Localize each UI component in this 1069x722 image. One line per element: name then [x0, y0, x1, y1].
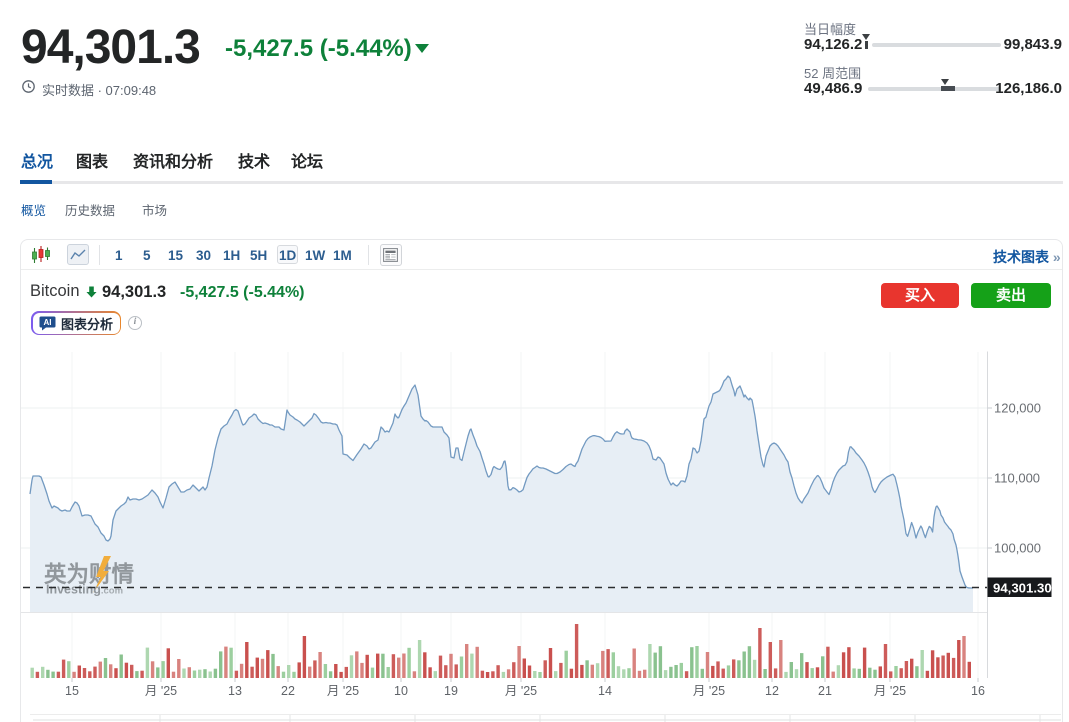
svg-text:14: 14 — [598, 684, 612, 698]
svg-text:120,000: 120,000 — [994, 401, 1041, 416]
svg-text:94,301.30: 94,301.30 — [993, 581, 1052, 596]
svg-text:15: 15 — [65, 684, 79, 698]
svg-text:21: 21 — [818, 684, 832, 698]
svg-text:月 '25: 月 '25 — [874, 684, 906, 698]
svg-text:22: 22 — [281, 684, 295, 698]
svg-text:16: 16 — [971, 684, 985, 698]
svg-text:13: 13 — [228, 684, 242, 698]
svg-text:100,000: 100,000 — [994, 541, 1041, 556]
svg-text:英为财情: 英为财情 — [44, 561, 134, 587]
svg-text:19: 19 — [444, 684, 458, 698]
svg-text:月 '25: 月 '25 — [505, 684, 537, 698]
svg-text:10: 10 — [394, 684, 408, 698]
svg-text:AI: AI — [43, 318, 51, 327]
svg-text:12: 12 — [765, 684, 779, 698]
svg-text:110,000: 110,000 — [994, 471, 1040, 486]
svg-text:月 '25: 月 '25 — [145, 684, 177, 698]
svg-text:月 '25: 月 '25 — [327, 684, 359, 698]
svg-text:Investing.com: Investing.com — [46, 583, 123, 597]
svg-text:月 '25: 月 '25 — [693, 684, 725, 698]
